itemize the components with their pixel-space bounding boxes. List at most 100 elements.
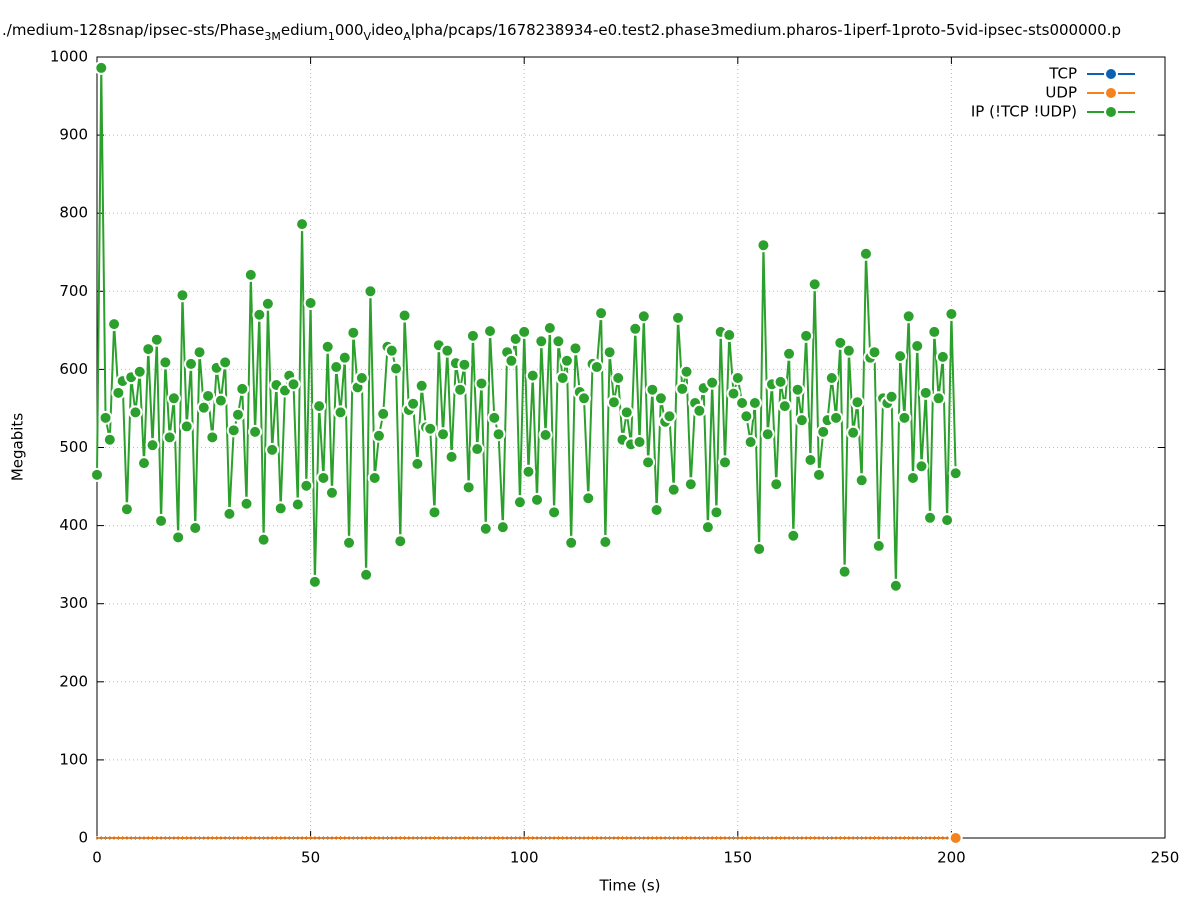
data-point	[329, 360, 344, 375]
data-point	[888, 578, 903, 593]
data-point	[606, 395, 621, 410]
x-tick-label: 50	[301, 849, 320, 867]
y-tick-label: 100	[59, 750, 88, 768]
data-point	[256, 532, 271, 547]
title-part: lpha/pcaps/1678238934-e0.test2.phase3med…	[411, 21, 1121, 39]
data-point	[901, 309, 916, 324]
data-point	[286, 377, 301, 392]
data-point	[376, 406, 391, 421]
data-point	[559, 353, 574, 368]
data-point	[824, 370, 839, 385]
data-point	[670, 310, 685, 325]
data-point	[867, 345, 882, 360]
data-point	[384, 343, 399, 358]
data-point	[598, 535, 613, 550]
data-point	[923, 510, 938, 525]
data-point	[803, 452, 818, 467]
data-point	[752, 542, 767, 557]
data-point	[273, 501, 288, 516]
title-part: A	[403, 30, 411, 43]
data-point	[517, 324, 532, 339]
data-point	[179, 419, 194, 434]
data-point	[846, 425, 861, 440]
data-point	[171, 530, 186, 545]
data-point	[833, 335, 848, 350]
data-point	[371, 428, 386, 443]
data-point	[504, 353, 519, 368]
data-point	[692, 403, 707, 418]
x-axis-label: Time (s)	[599, 877, 661, 895]
data-point	[577, 391, 592, 406]
data-point	[393, 534, 408, 549]
data-point	[414, 378, 429, 393]
data-point	[679, 364, 694, 379]
data-point	[491, 427, 506, 442]
data-point	[230, 407, 245, 422]
data-point	[119, 502, 134, 517]
data-point	[897, 410, 912, 425]
data-point	[666, 482, 681, 497]
y-tick-label: 900	[59, 126, 88, 144]
data-point	[337, 350, 352, 365]
data-point	[743, 435, 758, 450]
data-point	[760, 427, 775, 442]
data-point	[295, 217, 310, 232]
data-point	[465, 328, 480, 343]
data-point	[538, 428, 553, 443]
data-point	[132, 364, 147, 379]
data-point	[201, 388, 216, 403]
data-point	[495, 520, 510, 535]
data-point	[299, 478, 314, 493]
data-point	[478, 521, 493, 536]
data-point	[410, 456, 425, 471]
y-axis-label: Megabits	[9, 413, 27, 481]
data-point	[705, 375, 720, 390]
data-point	[551, 334, 566, 349]
data-point	[747, 395, 762, 410]
data-point	[811, 467, 826, 482]
data-point	[363, 284, 378, 299]
x-tick-label: 250	[1151, 849, 1180, 867]
data-point	[850, 395, 865, 410]
data-point	[175, 288, 190, 303]
data-point	[794, 413, 809, 428]
data-point	[799, 328, 814, 343]
title-part: ./medium-128snap/ipsec-sts/Phase	[2, 21, 264, 39]
data-point	[316, 470, 331, 485]
title-part: ideo	[371, 21, 403, 39]
data-point	[619, 405, 634, 420]
data-point	[662, 409, 677, 424]
data-point	[243, 267, 258, 282]
data-point	[265, 442, 280, 457]
data-point	[474, 376, 489, 391]
data-point	[346, 325, 361, 340]
data-point	[709, 505, 724, 520]
data-point	[632, 435, 647, 450]
data-point	[542, 321, 557, 336]
data-point	[841, 343, 856, 358]
data-point	[927, 324, 942, 339]
chart-title: ./medium-128snap/ipsec-sts/Phase3Medium1…	[2, 21, 1121, 43]
data-point	[935, 349, 950, 364]
data-point	[183, 356, 198, 371]
data-point	[342, 535, 357, 550]
data-point	[940, 513, 955, 528]
data-point	[739, 409, 754, 424]
x-tick-label: 200	[937, 849, 966, 867]
data-point	[406, 396, 421, 411]
data-point	[196, 400, 211, 415]
data-point	[440, 343, 455, 358]
data-point	[910, 338, 925, 353]
y-tick-label: 200	[59, 672, 88, 690]
data-point	[205, 430, 220, 445]
title-part: edium	[281, 21, 328, 39]
data-point	[436, 427, 451, 442]
data-point	[324, 485, 339, 500]
data-point	[594, 306, 609, 321]
data-point	[931, 391, 946, 406]
y-tick-label: 500	[59, 438, 88, 456]
data-point	[149, 332, 164, 347]
data-point	[453, 382, 468, 397]
data-point	[636, 309, 651, 324]
data-point	[914, 459, 929, 474]
